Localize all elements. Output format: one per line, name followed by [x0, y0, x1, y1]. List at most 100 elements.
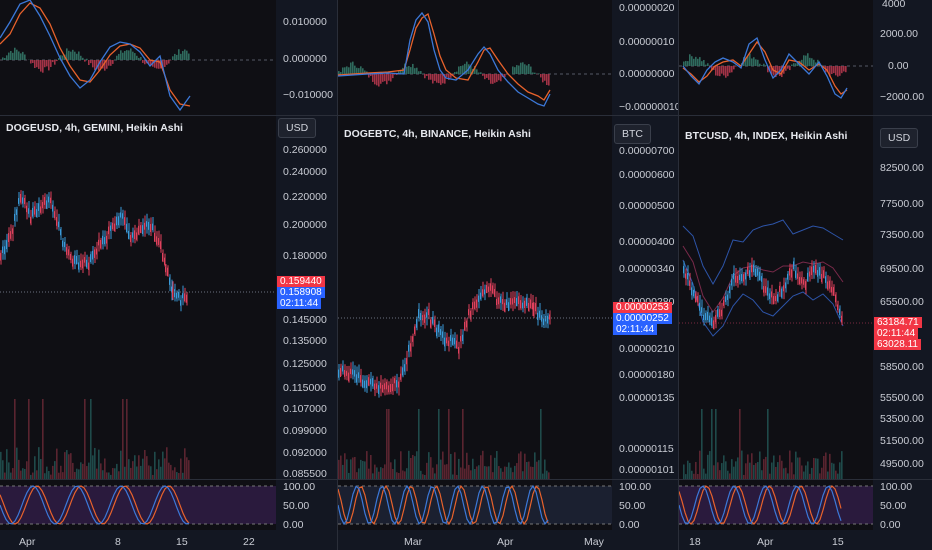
macd-axis-3[interactable]: 4000 2000.00 0.00 −2000.00 — [874, 0, 932, 115]
macd-histogram-bar — [528, 63, 530, 74]
price-tick: 0.00000700 — [619, 145, 675, 157]
volume-bar — [86, 466, 88, 479]
pane-divider[interactable] — [0, 115, 932, 116]
volume-bar — [134, 455, 136, 479]
volume-bar — [514, 465, 516, 479]
volume-bar — [58, 472, 60, 479]
currency-button-3[interactable]: USD — [880, 128, 919, 148]
price-tick: 77500.00 — [880, 198, 924, 210]
candle-body — [424, 314, 425, 323]
candle-body — [717, 309, 718, 317]
candle-body — [761, 276, 762, 282]
macd-histogram-bar — [687, 61, 689, 66]
low-price-tag: 63028.11 — [874, 339, 921, 350]
stoch-d-line — [338, 484, 549, 526]
price-pane-3[interactable]: BTCUSD, 4h, INDEX, Heikin Ashi — [679, 116, 873, 479]
candle-body — [498, 297, 499, 305]
volume-bar — [92, 455, 94, 479]
candle-body — [116, 216, 117, 226]
macd-histogram-bar — [725, 66, 727, 78]
candle-body — [106, 235, 107, 244]
stoch-pane-2[interactable] — [338, 480, 612, 530]
stoch-pane-1[interactable] — [0, 480, 276, 530]
candle-body — [482, 289, 483, 297]
macd-histogram-bar — [500, 74, 502, 82]
stoch-axis-1[interactable]: 100.00 50.00 0.00 — [277, 480, 337, 530]
candle-body — [146, 221, 147, 227]
pane-divider[interactable] — [0, 479, 932, 480]
volume-bar — [72, 462, 74, 479]
stoch-axis-3[interactable]: 100.00 50.00 0.00 — [874, 480, 932, 530]
volume-bar — [88, 462, 90, 479]
volume-bar — [482, 450, 484, 479]
time-tick: 8 — [115, 536, 121, 548]
volume-bar — [122, 399, 124, 479]
volume-bar — [374, 464, 376, 479]
macd-axis-1[interactable]: 0.010000 0.000000 −0.010000 — [277, 0, 337, 115]
volume-bar — [476, 466, 478, 479]
macd-histogram-bar — [34, 60, 36, 68]
macd-histogram-bar — [122, 52, 124, 60]
column-divider[interactable] — [337, 0, 338, 550]
chart-title-2: DOGEBTC, 4h, BINANCE, Heikin Ashi — [344, 128, 531, 140]
macd-histogram-bar — [18, 51, 20, 60]
candle-body — [779, 285, 780, 292]
candle-body — [418, 309, 419, 318]
volume-bar — [408, 450, 410, 479]
candle-body — [152, 223, 153, 231]
currency-button-2[interactable]: BTC — [614, 124, 651, 144]
volume-bar — [817, 458, 819, 479]
volume-bar — [348, 472, 350, 479]
macd-axis-2[interactable]: 0.00000020 0.00000010 0.00000000 −0.0000… — [613, 0, 678, 115]
macd-histogram-bar — [462, 65, 464, 74]
time-tick: 18 — [689, 536, 701, 548]
stoch-axis-2[interactable]: 100.00 50.00 0.00 — [613, 480, 678, 530]
macd-histogram-bar — [498, 74, 500, 81]
candle-body — [683, 266, 684, 274]
price-axis-2[interactable]: BTC 0.00000700 0.00000600 0.00000500 0.0… — [613, 116, 678, 479]
candle-body — [82, 259, 83, 269]
candle-body — [172, 289, 173, 298]
time-tick: 22 — [243, 536, 255, 548]
macd-pane-2[interactable] — [338, 0, 612, 115]
macd-pane-3[interactable] — [679, 0, 873, 115]
candle-body — [380, 382, 381, 389]
volume-bar — [344, 453, 346, 479]
macd-plot-1 — [0, 0, 276, 112]
candle-body — [547, 315, 548, 324]
macd-histogram-bar — [82, 57, 84, 60]
candle-body — [428, 309, 429, 316]
price-pane-1[interactable]: DOGEUSD, 4h, GEMINI, Heikin Ashi — [0, 116, 276, 479]
currency-button-1[interactable]: USD — [278, 118, 317, 138]
macd-histogram-bar — [785, 66, 787, 71]
price-axis-1[interactable]: USD 0.260000 0.240000 0.220000 0.200000 … — [277, 116, 337, 479]
volume-bar — [512, 472, 514, 479]
volume-bar — [8, 462, 10, 479]
macd-histogram-bar — [793, 63, 795, 66]
macd-histogram-bar — [805, 55, 807, 66]
candle-body — [126, 223, 127, 233]
macd-histogram-bar — [364, 70, 366, 74]
macd-histogram-bar — [10, 50, 12, 60]
price-axis-3[interactable]: USD 82500.00 77500.00 73500.00 69500.00 … — [874, 116, 932, 479]
price-tick: 0.220000 — [283, 191, 327, 203]
time-tick: May — [584, 536, 604, 548]
candle-body — [707, 311, 708, 321]
volume-bar — [516, 463, 518, 479]
candle-body — [130, 234, 131, 243]
macd-histogram-bar — [6, 55, 8, 60]
stoch-pane-3[interactable] — [679, 480, 873, 530]
candle-body — [462, 334, 463, 341]
volume-bar — [358, 468, 360, 479]
macd-histogram-bar — [136, 55, 138, 60]
macd-histogram-bar — [172, 56, 174, 60]
macd-pane-1[interactable] — [0, 0, 276, 115]
volume-bar — [440, 459, 442, 479]
candle-body — [102, 235, 103, 245]
volume-bar — [693, 473, 695, 479]
candle-body — [524, 300, 525, 308]
price-pane-2[interactable]: DOGEBTC, 4h, BINANCE, Heikin Ashi — [338, 116, 612, 479]
volume-bar — [518, 453, 520, 479]
volume-bar — [526, 462, 528, 479]
column-divider[interactable] — [678, 0, 679, 550]
